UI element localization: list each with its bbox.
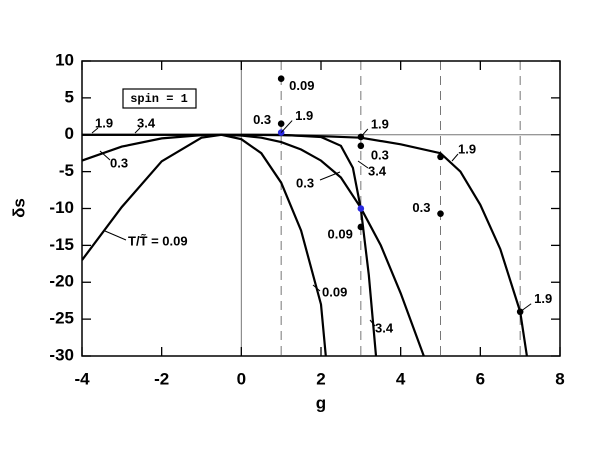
label-leader [134,127,141,134]
label-leader [312,284,321,292]
y-tick-label: -5 [59,161,74,180]
data-point [277,120,285,127]
box-text: spin = 1 [130,92,188,106]
x-tick-label: -4 [74,369,90,388]
point-label: 0.3 [371,147,389,162]
x-axis-label: g [316,393,326,412]
label-leader [451,153,459,162]
x-tick-label: -2 [154,369,169,388]
data-point [437,153,444,161]
label-leader [104,230,127,241]
curve-label: 3.4 [375,320,394,335]
label-leader [360,128,369,138]
point-label: 1.9 [534,291,552,306]
curve-label: 0.09 [322,284,347,299]
data-point [357,142,365,150]
label-leader [280,120,293,133]
y-tick-label: -20 [49,272,74,291]
curve [82,133,425,356]
curve-label: 1.9 [458,141,476,156]
curve [82,133,327,356]
label-leader [369,319,376,327]
annotation-box [122,88,197,109]
point-label: 0.3 [412,200,430,215]
y-tick-label: 10 [55,50,74,69]
curve [82,133,378,356]
curve-label: 0.3 [296,175,314,190]
x-tick-label: 0 [237,369,246,388]
x-tick-label: 2 [316,369,325,388]
y-tick-label: -15 [49,235,74,254]
curve-label: 3.4 [137,115,156,130]
x-tick-label: 6 [476,369,485,388]
plot-frame [81,60,561,357]
point-label: 1.9 [295,108,313,123]
y-tick-label: -10 [49,198,74,217]
data-point [357,205,365,212]
label-leader [319,171,341,181]
x-tick-label: 4 [396,369,406,388]
label-leader [99,150,111,161]
data-point [357,223,365,231]
plot-area [82,61,560,356]
curve-label: 1.9 [95,115,113,130]
point-label: 1.9 [371,116,389,131]
point-label: 0.09 [328,226,353,241]
curve-label: 0.3 [110,155,128,170]
data-point [277,75,285,82]
y-tick-label: 5 [65,87,74,106]
label-leader [357,160,369,169]
point-label: 0.09 [289,78,314,93]
label-leader [91,127,99,134]
label-leader [519,303,532,313]
point-label: 0.3 [253,112,271,127]
curve-label: 3.4 [368,163,387,178]
y-tick-label: 0 [65,124,74,143]
curve-label: T/T̃ = 0.09 [128,233,188,248]
y-axis-label: δs [9,198,28,218]
y-tick-label: -30 [49,345,74,364]
y-tick-label: -25 [49,309,74,328]
data-point [437,210,444,217]
x-tick-label: 8 [555,369,564,388]
